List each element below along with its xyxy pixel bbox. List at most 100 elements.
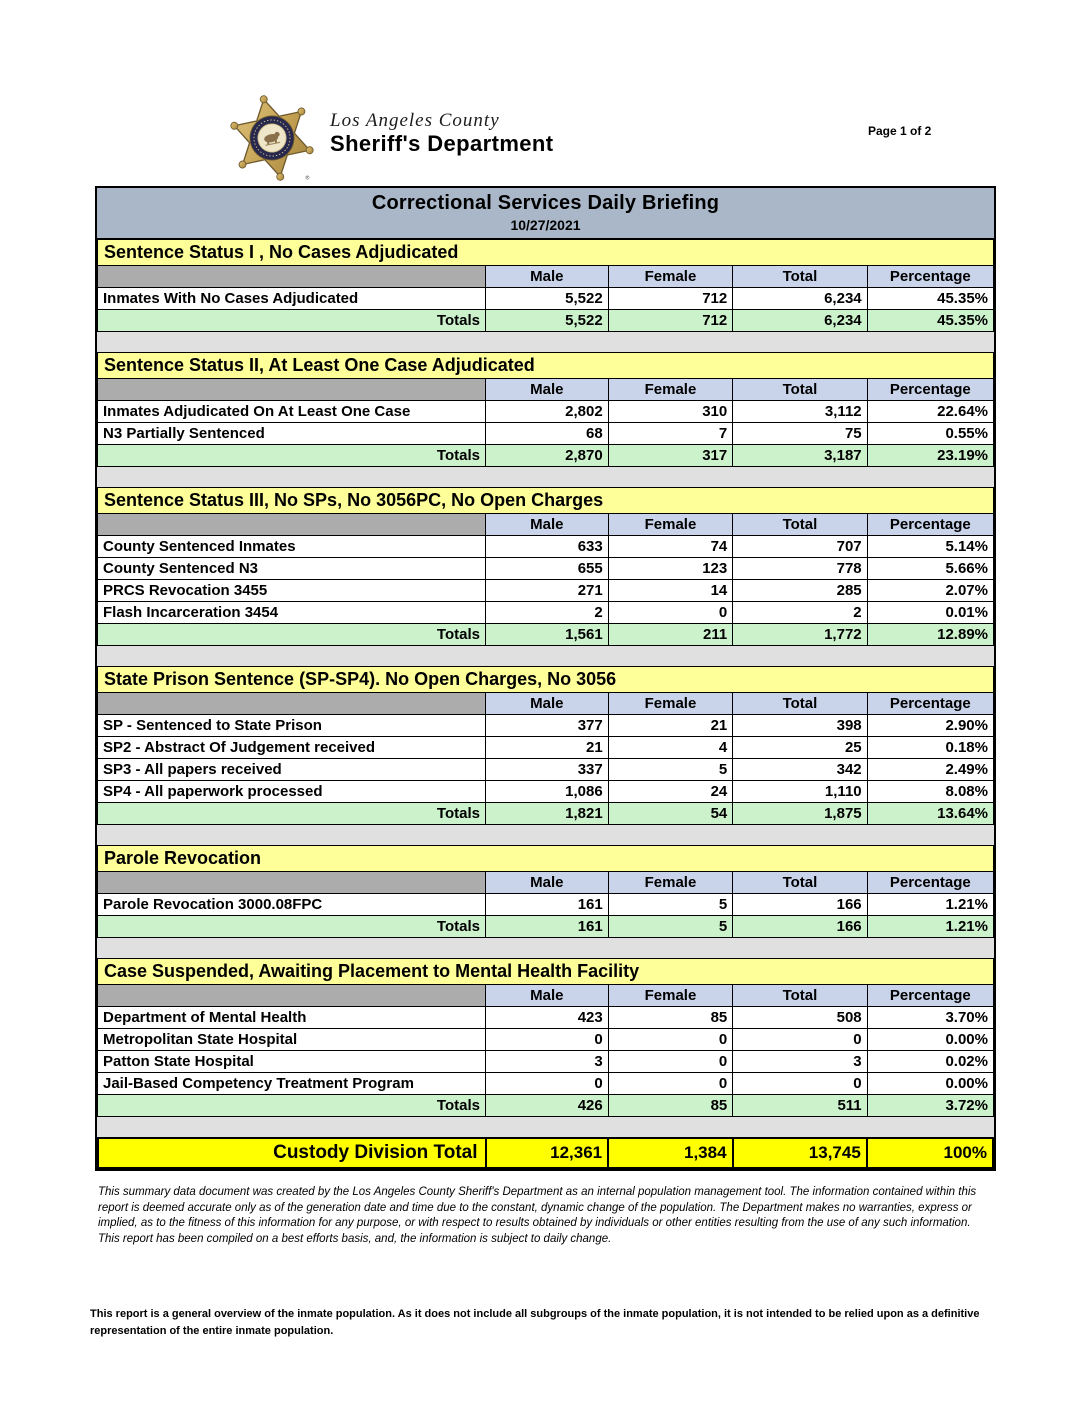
total-value: 166 [732, 893, 868, 916]
totals-label: Totals [97, 802, 486, 825]
male-value: 5,522 [484, 287, 609, 310]
column-header-female: Female [607, 265, 734, 288]
total-value: 0 [732, 1028, 868, 1051]
row-label: SP4 - All paperwork processed [97, 780, 486, 803]
report-title: Correctional Services Daily Briefing [371, 192, 720, 214]
total-value: 285 [732, 579, 868, 602]
table-row: SP - Sentenced to State Prison 377 21 398 2.… [97, 714, 995, 737]
grand-total-female-value: 1,384 [607, 1137, 734, 1169]
total-value: 3,112 [732, 400, 868, 423]
percentage-value: 0.00% [866, 1028, 995, 1051]
total-value: 75 [732, 422, 868, 445]
column-header-percentage: Percentage [866, 378, 995, 401]
female-value: 74 [607, 535, 734, 558]
totals-percentage-value: 13.64% [866, 802, 995, 825]
totals-percentage-value: 1.21% [866, 915, 995, 938]
female-value: 0 [607, 1072, 734, 1095]
grand-total-total-value: 13,745 [731, 1137, 868, 1169]
total-value: 6,234 [732, 287, 868, 310]
page-indicator: Page 1 of 2 [868, 124, 932, 138]
total-value: 25 [732, 736, 868, 759]
percentage-value: 8.08% [866, 780, 995, 803]
row-label: Flash Incarceration 3454 [97, 601, 486, 624]
row-label: Jail-Based Competency Treatment Program [97, 1072, 486, 1095]
section-spacer [97, 938, 994, 958]
row-label: County Sentenced Inmates [97, 535, 486, 558]
percentage-value: 5.66% [866, 557, 995, 580]
section-title: Sentence Status III, No SPs, No 3056PC, … [97, 487, 994, 514]
totals-total-value: 3,187 [732, 444, 868, 467]
totals-male-value: 1,821 [484, 802, 609, 825]
female-value: 712 [607, 287, 734, 310]
column-header-total: Total [732, 692, 868, 715]
total-value: 778 [732, 557, 868, 580]
column-header-female: Female [607, 378, 734, 401]
totals-label: Totals [97, 444, 486, 467]
disclaimer-internal-use: This summary data document was created b… [98, 1186, 977, 1245]
total-value: 508 [732, 1006, 868, 1029]
column-header-total: Total [732, 378, 868, 401]
totals-female-value: 712 [607, 309, 734, 332]
table-row: Jail-Based Competency Treatment Program 0… [97, 1072, 995, 1095]
totals-label: Totals [97, 915, 486, 938]
column-header-percentage: Percentage [866, 984, 995, 1007]
female-value: 24 [607, 780, 734, 803]
table-row: Patton State Hospital 3 0 3 0.02% [97, 1050, 995, 1073]
section-header-row: Parole Revocation [97, 845, 994, 872]
male-value: 337 [484, 758, 609, 781]
row-label: Department of Mental Health [97, 1006, 486, 1029]
agency-department-label: Sheriff's Department [330, 131, 554, 156]
male-value: 2 [484, 601, 609, 624]
section-title: Sentence Status II, At Least One Case Ad… [97, 352, 994, 379]
section-table-3: Sentence Status III, No SPs, No 3056PC, … [97, 487, 995, 646]
totals-female-value: 211 [607, 623, 734, 646]
column-header-male: Male [484, 692, 609, 715]
section-header-row: State Prison Sentence (SP-SP4). No Open … [97, 666, 994, 693]
total-value: 398 [732, 714, 868, 737]
table-row: Inmates Adjudicated On At Least One Case… [97, 400, 995, 423]
female-value: 21 [607, 714, 734, 737]
section-table-4: State Prison Sentence (SP-SP4). No Open … [97, 666, 995, 825]
totals-total-value: 1,772 [732, 623, 868, 646]
female-value: 0 [607, 1028, 734, 1051]
agency-name: Los Angeles County Sheriff's Department [330, 110, 554, 157]
totals-percentage-value: 45.35% [866, 309, 995, 332]
column-header-percentage: Percentage [866, 871, 995, 894]
section-header-row: Sentence Status III, No SPs, No 3056PC, … [97, 487, 994, 514]
table-row: PRCS Revocation 3455 271 14 285 2.07% [97, 579, 995, 602]
column-header-total: Total [732, 513, 868, 536]
totals-percentage-value: 12.89% [866, 623, 995, 646]
percentage-value: 2.07% [866, 579, 995, 602]
column-header-female: Female [607, 513, 734, 536]
section-title: Case Suspended, Awaiting Placement to Me… [97, 958, 994, 985]
grand-total-row: Custody Division Total 12,361 1,384 13,7… [97, 1137, 995, 1169]
section-header-row: Case Suspended, Awaiting Placement to Me… [97, 958, 994, 985]
percentage-value: 0.02% [866, 1050, 995, 1073]
table-row: Inmates With No Cases Adjudicated 5,522 71… [97, 287, 995, 310]
agency-letterhead: ® Los Angeles County Sheriff's Departmen… [228, 94, 608, 186]
report-date: 10/27/2021 [510, 217, 581, 233]
column-header-row: Male Female Total Percentage [97, 378, 995, 401]
column-header-percentage: Percentage [866, 265, 995, 288]
column-header-percentage: Percentage [866, 513, 995, 536]
table-row: Parole Revocation 3000.08FPC 161 5 166 1.21% [97, 893, 995, 916]
column-header-spacer [97, 513, 486, 536]
percentage-value: 0.01% [866, 601, 995, 624]
column-header-total: Total [732, 871, 868, 894]
column-header-total: Total [732, 984, 868, 1007]
male-value: 68 [484, 422, 609, 445]
male-value: 271 [484, 579, 609, 602]
daily-briefing-table: Correctional Services Daily Briefing 10/… [95, 186, 996, 1171]
totals-row: Totals 161 5 166 1.21% [97, 915, 995, 938]
totals-percentage-value: 23.19% [866, 444, 995, 467]
column-header-male: Male [484, 871, 609, 894]
female-value: 14 [607, 579, 734, 602]
female-value: 7 [607, 422, 734, 445]
totals-male-value: 2,870 [484, 444, 609, 467]
percentage-value: 2.49% [866, 758, 995, 781]
totals-label: Totals [97, 309, 486, 332]
column-header-row: Male Female Total Percentage [97, 692, 995, 715]
table-row: Flash Incarceration 3454 2 0 2 0.01% [97, 601, 995, 624]
female-value: 123 [607, 557, 734, 580]
